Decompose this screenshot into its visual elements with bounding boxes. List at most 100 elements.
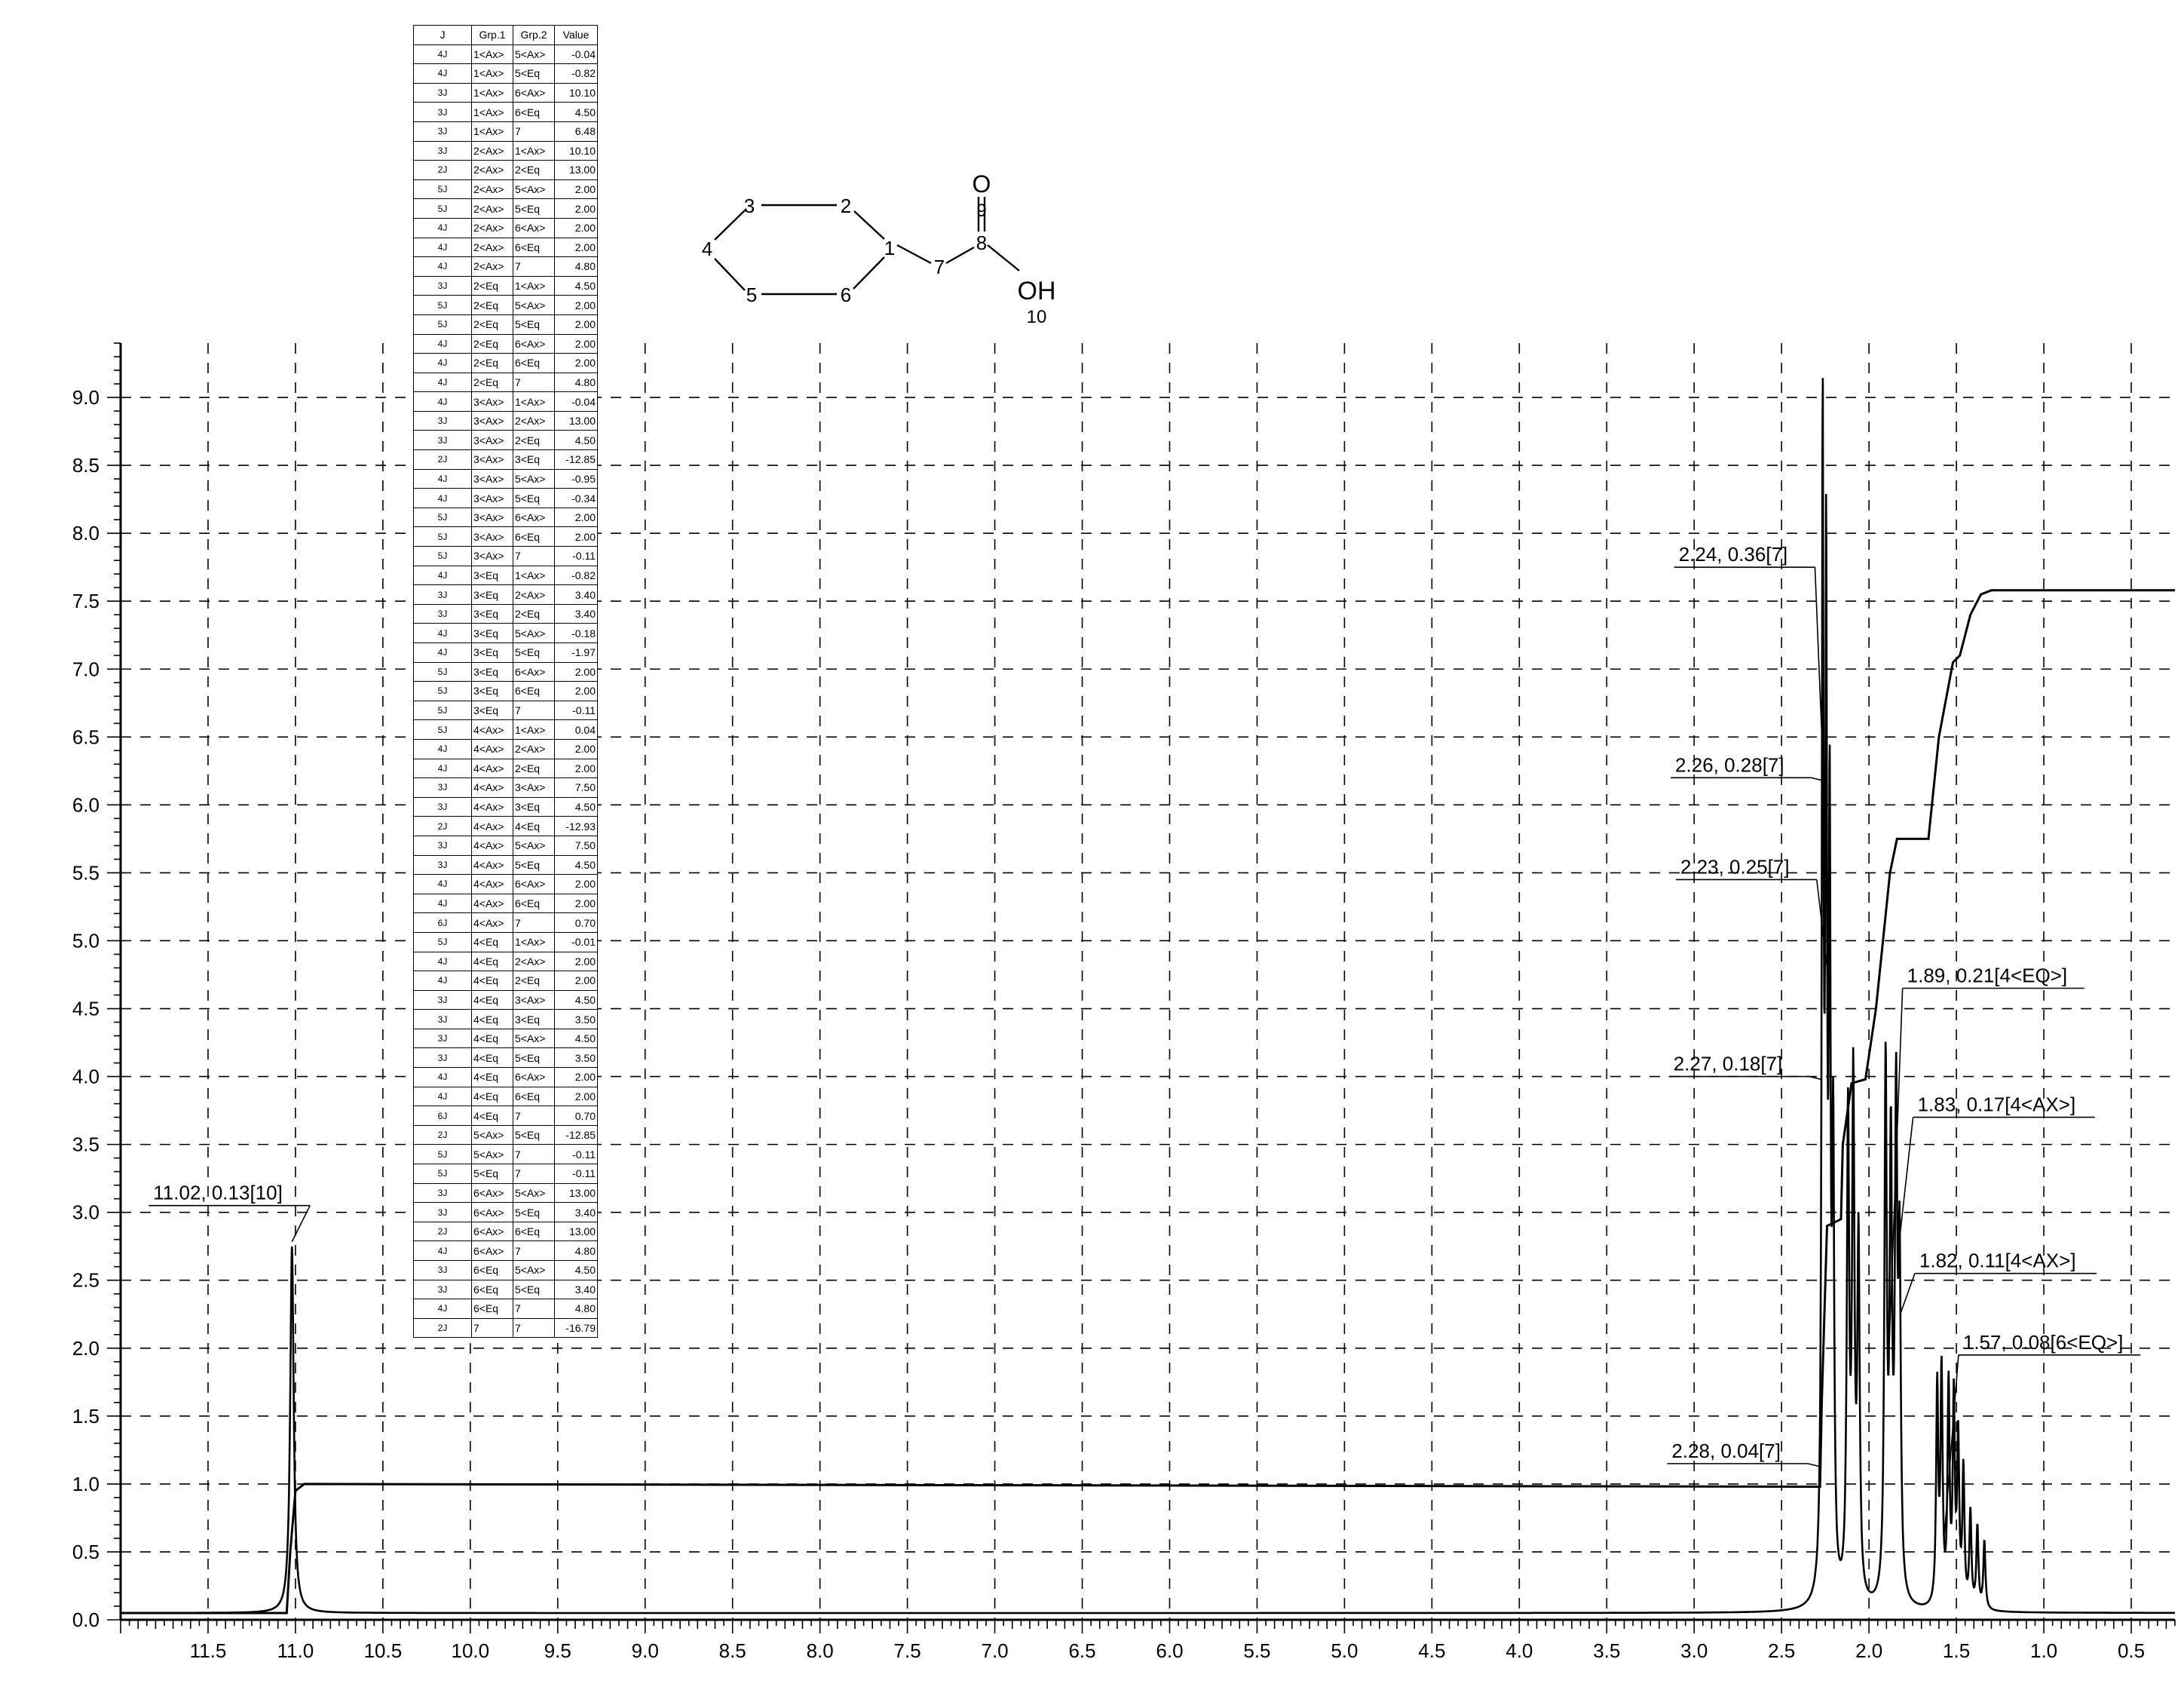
group-1-cell: 7: [471, 1317, 513, 1339]
atom-label-7: 7: [934, 256, 945, 278]
j-cell: 2J: [413, 160, 472, 180]
j-cell: 3J: [413, 275, 472, 296]
j-cell: 5J: [413, 507, 472, 528]
j-cell: 3J: [413, 603, 472, 624]
j-cell: 5J: [413, 198, 472, 219]
group-2-cell: 2<Ax>: [513, 584, 555, 605]
group-1-cell: 2<Ax>: [471, 179, 513, 200]
value-cell: 2.00: [554, 1086, 598, 1107]
table-row: 3J 2<Eq 1<Ax> 4.50: [413, 275, 598, 296]
j-cell: 3J: [413, 1182, 472, 1204]
value-cell: -1.97: [554, 642, 598, 663]
x-tick-label: 5.5: [1243, 1639, 1270, 1662]
group-1-cell: 4<Ax>: [471, 835, 513, 856]
value-cell: 2.00: [554, 758, 598, 779]
group-1-cell: 5<Ax>: [471, 1124, 513, 1145]
table-row: 5J 3<Ax> 6<Ax> 2.00: [413, 507, 598, 528]
value-cell: 2.00: [554, 295, 598, 315]
j-cell: 3J: [413, 1028, 472, 1049]
j-cell: 6J: [413, 912, 472, 933]
group-1-cell: 5<Eq: [471, 1164, 513, 1184]
group-1-cell: 4<Ax>: [471, 874, 513, 894]
group-2-cell: 5<Eq: [513, 1202, 555, 1222]
y-tick-label: 0.0: [72, 1608, 100, 1631]
y-tick-label: 9.0: [72, 386, 100, 409]
value-cell: 2.00: [554, 738, 598, 759]
peak-label-leader: [1887, 988, 1904, 1372]
peak-label-text: 2.28, 0.04[7]: [1671, 1440, 1781, 1462]
peak-label: 2.23, 0.25[7]: [1676, 855, 1830, 983]
group-1-cell: 2<Eq: [471, 275, 513, 296]
group-1-cell: 2<Eq: [471, 314, 513, 335]
j-cell: 6J: [413, 1106, 472, 1126]
group-2-cell: 7: [513, 546, 555, 566]
table-row: 3J 1<Ax> 6<Eq 4.50: [413, 102, 598, 122]
value-cell: 10.10: [554, 82, 598, 103]
y-tick-label: 4.0: [72, 1066, 100, 1088]
group-2-cell: 7: [513, 1299, 555, 1319]
value-cell: -12.85: [554, 449, 598, 470]
group-1-cell: 4<Ax>: [471, 719, 513, 740]
table-row: 2J 5<Ax> 5<Eq -12.85: [413, 1124, 598, 1145]
x-tick-label: 3.0: [1680, 1639, 1708, 1662]
value-cell: -0.04: [554, 391, 598, 412]
table-row: 4J 1<Ax> 5<Eq -0.82: [413, 63, 598, 84]
group-1-cell: 2<Ax>: [471, 140, 513, 161]
j-cell: 4J: [413, 1240, 472, 1261]
group-1-cell: 1<Ax>: [471, 63, 513, 84]
j-cell: 5J: [413, 526, 472, 547]
j-cell: 5J: [413, 661, 472, 682]
group-1-cell: 4<Ax>: [471, 912, 513, 933]
x-tick-label: 9.5: [544, 1639, 571, 1662]
value-cell: -0.01: [554, 931, 598, 952]
group-2-cell: 2<Eq: [513, 971, 555, 991]
table-row: 3J 4<Ax> 3<Eq 4.50: [413, 796, 598, 817]
value-cell: -0.11: [554, 700, 598, 721]
atom-label-2: 2: [841, 195, 851, 217]
peak-label: 1.89, 0.21[4<EQ>]: [1887, 964, 2084, 1372]
y-tick-label: 3.5: [72, 1133, 100, 1156]
group-2-cell: 6<Ax>: [513, 874, 555, 894]
group-2-cell: 5<Ax>: [513, 295, 555, 315]
table-row: 4J 3<Eq 5<Eq -1.97: [413, 642, 598, 663]
group-1-cell: 3<Ax>: [471, 391, 513, 412]
group-2-cell: 5<Eq: [513, 854, 555, 876]
group-1-cell: 4<Eq: [471, 971, 513, 991]
group-2-cell: 1<Ax>: [513, 140, 555, 161]
table-row: 3J 3<Eq 2<Eq 3.40: [413, 603, 598, 624]
group-1-cell: 4<Eq: [471, 1009, 513, 1029]
table-row: 3J 1<Ax> 6<Ax> 10.10: [413, 82, 598, 103]
group-1-cell: 4<Eq: [471, 1028, 513, 1049]
group-2-cell: 3<Eq: [513, 796, 555, 817]
x-tick-label: 7.0: [981, 1639, 1008, 1662]
value-cell: -0.82: [554, 565, 598, 586]
value-cell: -0.82: [554, 63, 598, 84]
j-cell: 2J: [413, 1221, 472, 1242]
j-cell: 3J: [413, 584, 472, 605]
peak-label-text: 1.57, 0.08[6<EQ>]: [1963, 1331, 2124, 1354]
table-row: 3J 4<Ax> 5<Ax> 7.50: [413, 835, 598, 856]
group-2-cell: 6<Eq: [513, 1086, 555, 1107]
table-row: 2J 3<Ax> 3<Eq -12.85: [413, 449, 598, 470]
group-2-cell: 6<Ax>: [513, 82, 555, 103]
group-2-cell: 7: [513, 1240, 555, 1261]
group-2-cell: 6<Ax>: [513, 217, 555, 238]
value-cell: -0.11: [554, 1164, 598, 1184]
group-1-cell: 4<Eq: [471, 1086, 513, 1107]
peak-label-text: 1.83, 0.17[4<AX>]: [1918, 1093, 2076, 1116]
j-cell: 3J: [413, 140, 472, 161]
x-tick-label: 6.0: [1156, 1639, 1183, 1662]
table-row: 2J 7 7 -16.79: [413, 1317, 598, 1339]
value-cell: 2.00: [554, 526, 598, 547]
value-cell: 2.00: [554, 893, 598, 914]
group-1-cell: 4<Ax>: [471, 777, 513, 798]
table-row: 6J 4<Ax> 7 0.70: [413, 912, 598, 933]
group-2-cell: 1<Ax>: [513, 275, 555, 296]
y-tick-label: 6.0: [72, 793, 100, 816]
j-cell: 4J: [413, 468, 472, 489]
group-1-cell: 4<Ax>: [471, 816, 513, 836]
table-row: 3J 2<Ax> 1<Ax> 10.10: [413, 140, 598, 161]
molecule-bonds: [714, 197, 1020, 296]
y-tick-label: 0.5: [72, 1541, 100, 1563]
j-cell: 4J: [413, 488, 472, 508]
